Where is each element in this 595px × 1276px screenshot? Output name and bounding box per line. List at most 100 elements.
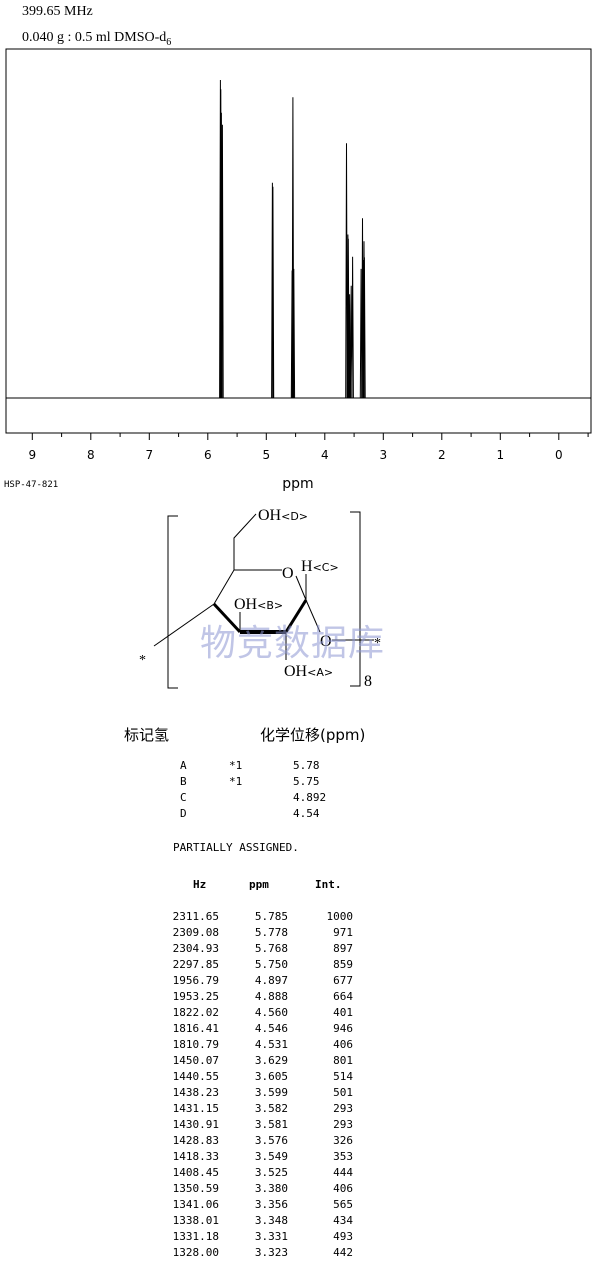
peak-ppm: 3.576 (254, 1134, 288, 1147)
peak-row: 1956.79 4.897 677 (0, 974, 595, 990)
peak-hz: 2304.93 (172, 942, 219, 955)
peak-hz: 1338.01 (172, 1214, 219, 1227)
peak-int: 897 (333, 942, 353, 955)
peak-int: 406 (333, 1182, 353, 1195)
peak-hz: 1822.02 (172, 1006, 219, 1019)
peak-int: 293 (333, 1102, 353, 1115)
peak-ppm: 3.549 (254, 1150, 288, 1163)
assignment-label: C (180, 791, 187, 804)
right-bracket (350, 511, 361, 687)
peak-hz: 1953.25 (172, 990, 219, 1003)
watermark: 物竞数据库 (200, 623, 386, 664)
peak-ppm: 3.323 (254, 1246, 288, 1259)
assignment-row: D 4.54 (0, 807, 595, 823)
peak-row: 1431.15 3.582 293 (0, 1102, 595, 1118)
peak-row: 1953.25 4.888 664 (0, 990, 595, 1006)
oh-b: OH (234, 596, 258, 613)
nmr-spectrum-chart: 9 8 7 6 5 4 3 2 1 0 ppm (5, 48, 592, 492)
peak-ppm: 3.605 (254, 1070, 288, 1083)
peak-row: 1822.02 4.560 401 (0, 1006, 595, 1022)
peak-hz: 1440.55 (172, 1070, 219, 1083)
assignment-note-mark: *1 (229, 775, 243, 788)
peak-ppm: 5.785 (254, 910, 288, 923)
peak-ppm: 3.331 (254, 1230, 288, 1243)
peak-hz: 1450.07 (172, 1054, 219, 1067)
oh-a-label: OH<A> (284, 663, 333, 680)
x-tick-label: 6 (204, 448, 212, 462)
peak-row: 1331.18 3.331 493 (0, 1230, 595, 1246)
peak-int: 514 (333, 1070, 353, 1083)
peak-ppm: 4.897 (254, 974, 288, 987)
peak-hz: 1408.45 (172, 1166, 219, 1179)
star-left: * (139, 653, 146, 668)
peak-ppm: 4.531 (254, 1038, 288, 1051)
molecule-structure: OH<D> O H<C> OH<B> O OH<A> * * 8 (139, 507, 381, 690)
peak-int: 664 (333, 990, 353, 1003)
peak-hz: 1350.59 (172, 1182, 219, 1195)
spectrum-peak (292, 268, 296, 399)
peak-hz: 1341.06 (172, 1198, 219, 1211)
oh-d-label: OH<D> (258, 507, 308, 524)
peak-row: 1816.41 4.546 946 (0, 1022, 595, 1038)
assignment-label: D (180, 807, 187, 820)
peak-row: 1810.79 4.531 406 (0, 1038, 595, 1054)
x-tick-label: 1 (496, 448, 504, 462)
peak-row: 1350.59 3.380 406 (0, 1182, 595, 1198)
peak-hz: 1816.41 (172, 1022, 219, 1035)
peak-hz: 1328.00 (172, 1246, 219, 1259)
assignment-shift: 4.54 (293, 807, 320, 820)
peak-hz: 2297.85 (172, 958, 219, 971)
bond-ringo-c1 (295, 575, 307, 601)
peak-row: 1428.83 3.576 326 (0, 1134, 595, 1150)
assignment-label: A (180, 759, 187, 772)
peak-row: 1338.01 3.348 434 (0, 1214, 595, 1230)
peak-int: 501 (333, 1086, 353, 1099)
peak-hz: 1810.79 (172, 1038, 219, 1051)
assignment-note-mark: *1 (229, 759, 243, 772)
peak-int: 406 (333, 1038, 353, 1051)
peak-row: 1430.91 3.581 293 (0, 1118, 595, 1134)
peak-ppm: 3.380 (254, 1182, 288, 1195)
peak-row: 1450.07 3.629 801 (0, 1054, 595, 1070)
assignment-header-shift: 化学位移(ppm) (260, 726, 366, 744)
plot-frame (5, 48, 592, 434)
peak-row: 2311.65 5.785 1000 (0, 910, 595, 926)
solvent-text: 0.040 g : 0.5 ml DMSO-d (22, 30, 167, 45)
peak-int: 401 (333, 1006, 353, 1019)
peak-int: 971 (333, 926, 353, 939)
peak-ppm: 3.356 (254, 1198, 288, 1211)
assignment-shift: 4.892 (293, 791, 327, 804)
bond-c2-c1 (284, 599, 308, 633)
assignment-header-h: 标记氢 (124, 726, 170, 744)
x-tick-label: 0 (555, 448, 563, 462)
peak-ppm: 4.888 (254, 990, 288, 1003)
peak-int: 434 (333, 1214, 353, 1227)
peak-row: 1418.33 3.549 353 (0, 1150, 595, 1166)
peak-hz: 1418.33 (172, 1150, 219, 1163)
peak-hz: 1428.83 (172, 1134, 219, 1147)
ring-oxygen: O (282, 565, 294, 582)
x-tick-label: 7 (145, 448, 153, 462)
x-axis-ticks (31, 433, 589, 440)
peak-int: 946 (333, 1022, 353, 1035)
peak-hz: 1430.91 (172, 1118, 219, 1131)
peak-int: 326 (333, 1134, 353, 1147)
bond-c1-glycoo (305, 599, 321, 633)
peak-ppm: 3.581 (254, 1118, 288, 1131)
peak-int: 444 (333, 1166, 353, 1179)
tag-d: <D> (281, 510, 308, 523)
peak-int: 859 (333, 958, 353, 971)
h-c-label: H<C> (301, 558, 339, 575)
assignment-row: C 4.892 (0, 791, 595, 807)
x-tick-label: 8 (87, 448, 95, 462)
oh-b-label: OH<B> (234, 596, 283, 613)
peak-row: 1440.55 3.605 514 (0, 1070, 595, 1086)
oh-a: OH (284, 663, 308, 680)
x-tick-label: 9 (28, 448, 36, 462)
peak-ppm: 5.750 (254, 958, 288, 971)
peak-int: 801 (333, 1054, 353, 1067)
bond-c4-c3 (212, 602, 242, 634)
x-axis-tick-labels: 9 8 7 6 5 4 3 2 1 0 (28, 448, 562, 462)
peak-int: 293 (333, 1118, 353, 1131)
peak-row: 2297.85 5.750 859 (0, 958, 595, 974)
